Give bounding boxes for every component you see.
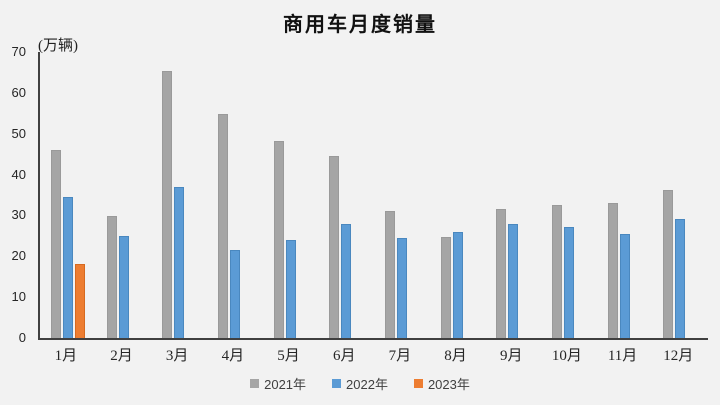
x-tick-label-12月: 12月 xyxy=(663,348,694,364)
x-tick-label-4月: 4月 xyxy=(221,348,245,364)
y-tick-label: 50 xyxy=(11,125,26,141)
category-group-9月 xyxy=(485,52,541,338)
bar-slot xyxy=(619,234,630,338)
bar-slot xyxy=(74,264,85,338)
x-tick-label-8月: 8月 xyxy=(444,348,467,364)
bar-2021年-2月 xyxy=(106,216,117,338)
category-group-2月 xyxy=(96,52,152,338)
bar-2021年-1月 xyxy=(50,150,61,338)
category-group-1月 xyxy=(40,52,96,338)
bar-2021年-6月 xyxy=(329,156,340,338)
legend-marker-icon xyxy=(332,379,342,388)
bar-2022年-12月 xyxy=(675,218,686,338)
bar-2022年-1月 xyxy=(62,197,73,338)
y-tick-label: 30 xyxy=(11,207,26,223)
bar-slot xyxy=(229,250,240,338)
category-group-7月 xyxy=(374,52,430,338)
x-axis-tick-labels: 1月 2月 3月 4月 5月 6月 7月 8月 9月 10月 11月 12月 xyxy=(38,344,706,365)
y-axis-tick-labels: 0 10 20 30 40 50 60 70 xyxy=(0,45,30,345)
bar-slot xyxy=(496,209,507,338)
x-tick-label-7月: 7月 xyxy=(388,348,412,364)
x-tick-label-2月: 2月 xyxy=(110,348,133,364)
bar-slot xyxy=(329,156,340,338)
bar-slot xyxy=(663,189,674,338)
bar-slot xyxy=(273,141,284,338)
y-tick-label: 40 xyxy=(11,166,26,182)
y-tick-label: 70 xyxy=(11,44,26,59)
bar-slot xyxy=(607,203,618,338)
chart-legend: 2021年 2022年 2023年 xyxy=(0,374,720,393)
bar-2021年-7月 xyxy=(384,211,395,338)
bar-2022年-6月 xyxy=(341,223,352,338)
bar-slot xyxy=(174,186,185,338)
bar-2023年-1月 xyxy=(74,264,85,338)
bar-slot xyxy=(563,226,574,338)
plot-area xyxy=(38,52,708,340)
bar-2022年-3月 xyxy=(174,186,185,338)
bar-slot xyxy=(508,224,519,338)
y-tick-label: 20 xyxy=(11,248,26,264)
bar-slot xyxy=(341,223,352,338)
category-group-10月 xyxy=(541,52,597,338)
bar-2022年-4月 xyxy=(229,250,240,338)
x-tick-label-10月: 10月 xyxy=(551,348,582,364)
bar-slot xyxy=(285,240,296,338)
bar-2021年-12月 xyxy=(663,189,674,338)
legend-item-2022年: 2022年 xyxy=(332,374,388,393)
x-tick-label-1月: 1月 xyxy=(54,348,78,364)
bar-slot xyxy=(551,205,562,338)
legend-label: 2021年 xyxy=(264,377,307,392)
category-group-11月 xyxy=(597,52,653,338)
bar-2022年-8月 xyxy=(452,232,463,338)
legend-marker-icon xyxy=(250,379,260,388)
bar-slot xyxy=(217,113,228,338)
bar-slot xyxy=(162,71,173,338)
x-tick-label-3月: 3月 xyxy=(165,348,189,364)
legend-label: 2023年 xyxy=(427,377,470,392)
category-group-12月 xyxy=(652,52,708,338)
legend-label: 2022年 xyxy=(346,377,388,392)
x-tick-label-9月: 9月 xyxy=(499,348,523,364)
bar-2021年-8月 xyxy=(440,237,451,338)
bar-2021年-5月 xyxy=(273,141,284,338)
bar-slot xyxy=(675,218,686,338)
bar-2022年-7月 xyxy=(396,238,407,338)
y-tick-label: 10 xyxy=(11,289,26,305)
category-group-3月 xyxy=(151,52,207,338)
bar-2022年-5月 xyxy=(285,240,296,338)
legend-marker-icon xyxy=(413,379,423,388)
bar-slot xyxy=(106,216,117,338)
y-tick-label: 60 xyxy=(11,84,26,100)
bar-2021年-4月 xyxy=(217,113,228,338)
bar-2022年-9月 xyxy=(508,224,519,338)
category-group-5月 xyxy=(263,52,319,338)
x-tick-label-5月: 5月 xyxy=(277,348,300,364)
y-axis-unit-label: (万辆) xyxy=(38,38,78,54)
bar-slot xyxy=(440,237,451,338)
bar-2021年-3月 xyxy=(162,71,173,338)
category-group-8月 xyxy=(430,52,486,338)
bar-2022年-10月 xyxy=(563,226,574,338)
y-tick-label: 0 xyxy=(18,330,26,345)
legend-item-2021年: 2021年 xyxy=(250,374,306,393)
bar-2021年-9月 xyxy=(496,209,507,338)
bar-slot xyxy=(62,197,73,338)
bar-slot xyxy=(50,150,61,338)
category-group-4月 xyxy=(207,52,263,338)
category-group-6月 xyxy=(318,52,374,338)
bar-2021年-10月 xyxy=(551,205,562,338)
bar-slot xyxy=(396,238,407,338)
chart-title: 商用车月度销量 xyxy=(283,14,437,36)
legend-item-2023年: 2023年 xyxy=(413,374,470,393)
bar-slot xyxy=(384,211,395,338)
bar-2021年-11月 xyxy=(607,203,618,338)
bar-2022年-11月 xyxy=(619,234,630,338)
x-tick-label-6月: 6月 xyxy=(332,348,356,364)
x-tick-label-11月: 11月 xyxy=(607,348,638,364)
bar-slot xyxy=(118,235,129,338)
bar-2022年-2月 xyxy=(118,235,129,338)
bar-slot xyxy=(452,232,463,338)
